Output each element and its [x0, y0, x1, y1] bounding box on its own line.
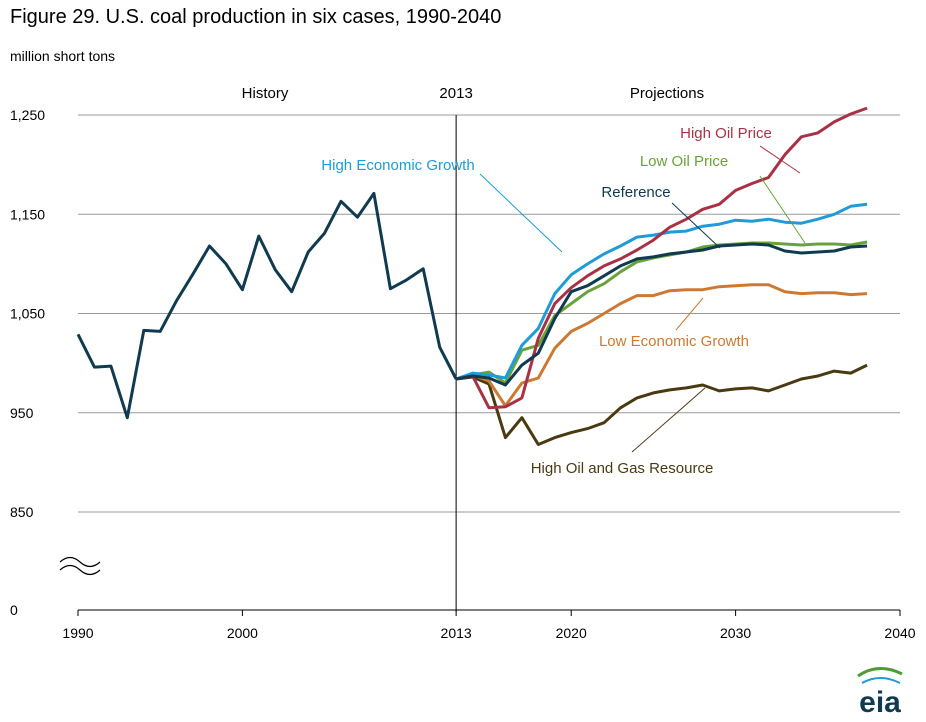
logo-arc-green	[857, 667, 903, 678]
series-line-high-oil-price	[455, 106, 868, 410]
y-axis-units: million short tons	[10, 48, 116, 64]
series-label: High Oil Price	[680, 125, 772, 142]
series-line-low-oil-price	[455, 240, 868, 385]
divider-year-label: 2013	[439, 85, 472, 102]
projections-label: Projections	[630, 85, 704, 102]
x-tick-label: 2030	[720, 625, 751, 641]
series-label-leader	[759, 175, 806, 244]
series-label-leader	[759, 145, 801, 174]
series-label: Low Economic Growth	[599, 333, 749, 350]
series-label: High Oil and Gas Resource	[531, 460, 714, 477]
series-label-leader	[631, 387, 706, 453]
series-label: Reference	[601, 184, 670, 201]
axis-break-squiggle	[59, 564, 101, 576]
axis-break-icon	[59, 556, 101, 576]
x-tick-label: 1990	[62, 625, 93, 641]
series-label-layer: High Oil Price Low Oil Price High Economic…	[321, 125, 806, 477]
logo-text: eia	[859, 686, 901, 719]
series-label-leader	[479, 173, 563, 253]
y-tick-label: 0	[10, 602, 18, 618]
y-tick-label: 1,050	[10, 306, 45, 322]
x-tick-label: 2000	[227, 625, 258, 641]
tick-layer: 1,250 1,150 1,050 950 850 0 1990 2000 2013 2020 20…	[10, 107, 916, 641]
grid-layer	[78, 114, 900, 611]
y-tick-label: 850	[10, 504, 34, 520]
series-label-leader	[675, 297, 704, 331]
series-line-high-oil-and-gas-resource	[455, 363, 868, 446]
x-tick-label: 2020	[556, 625, 587, 641]
series-layer	[76, 106, 868, 446]
x-tick-label: 2013	[441, 625, 472, 641]
series-label-leader	[671, 202, 721, 249]
y-tick-label: 1,150	[10, 206, 45, 222]
series-line-history	[76, 191, 458, 420]
axis-break-squiggle	[59, 556, 101, 568]
series-line-low-economic-growth	[455, 283, 868, 408]
region-layer: History 2013 Projections	[242, 85, 704, 612]
series-label: Low Oil Price	[640, 153, 728, 170]
logo-arc-blue	[861, 677, 901, 684]
y-tick-label: 950	[10, 405, 34, 421]
history-label: History	[242, 85, 289, 102]
series-label: High Economic Growth	[321, 157, 474, 174]
eia-logo: eia	[857, 667, 903, 719]
series-line-reference	[455, 242, 868, 387]
y-tick-label: 1,250	[10, 107, 45, 123]
chart-title: Figure 29. U.S. coal production in six c…	[10, 6, 502, 28]
x-tick-label: 2040	[884, 625, 915, 641]
